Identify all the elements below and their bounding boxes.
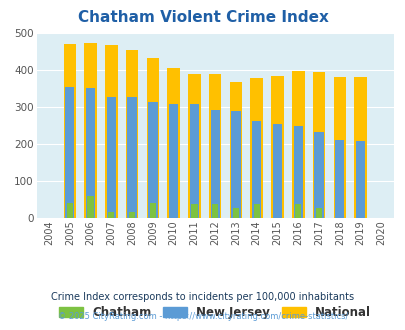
Bar	[87, 196, 94, 218]
Bar	[189, 104, 198, 218]
Bar	[64, 44, 76, 218]
Bar	[108, 212, 114, 218]
Bar	[294, 204, 301, 218]
Bar	[272, 123, 281, 218]
Bar	[129, 212, 135, 218]
Bar	[86, 88, 95, 218]
Bar	[210, 110, 220, 218]
Text: © 2025 CityRating.com - https://www.cityrating.com/crime-statistics/: © 2025 CityRating.com - https://www.city…	[58, 312, 347, 321]
Bar	[146, 58, 159, 218]
Bar	[107, 97, 116, 218]
Bar	[291, 71, 304, 218]
Bar	[148, 103, 157, 218]
Bar	[127, 97, 136, 218]
Text: Chatham Violent Crime Index: Chatham Violent Crime Index	[77, 10, 328, 25]
Bar	[334, 140, 343, 218]
Bar	[191, 204, 197, 218]
Bar	[167, 68, 179, 218]
Bar	[84, 43, 96, 218]
Bar	[313, 132, 323, 218]
Bar	[211, 204, 218, 218]
Text: Crime Index corresponds to incidents per 100,000 inhabitants: Crime Index corresponds to incidents per…	[51, 292, 354, 302]
Bar	[252, 121, 261, 218]
Bar	[209, 74, 221, 218]
Bar	[354, 77, 366, 218]
Bar	[333, 77, 345, 218]
Bar	[168, 104, 178, 218]
Bar	[229, 82, 242, 218]
Bar	[253, 204, 259, 218]
Bar	[315, 208, 321, 218]
Bar	[231, 111, 240, 218]
Legend: Chatham, New Jersey, National: Chatham, New Jersey, National	[54, 301, 375, 324]
Bar	[355, 141, 364, 218]
Bar	[188, 74, 200, 218]
Bar	[149, 203, 156, 218]
Bar	[65, 86, 74, 218]
Bar	[293, 126, 302, 218]
Bar	[105, 45, 117, 218]
Bar	[312, 72, 324, 218]
Bar	[250, 78, 262, 218]
Bar	[232, 208, 239, 218]
Bar	[271, 76, 283, 218]
Bar	[66, 203, 73, 218]
Bar	[126, 50, 138, 218]
